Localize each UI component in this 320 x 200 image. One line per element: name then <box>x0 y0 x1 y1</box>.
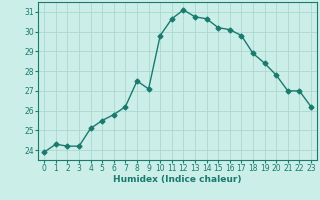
X-axis label: Humidex (Indice chaleur): Humidex (Indice chaleur) <box>113 175 242 184</box>
